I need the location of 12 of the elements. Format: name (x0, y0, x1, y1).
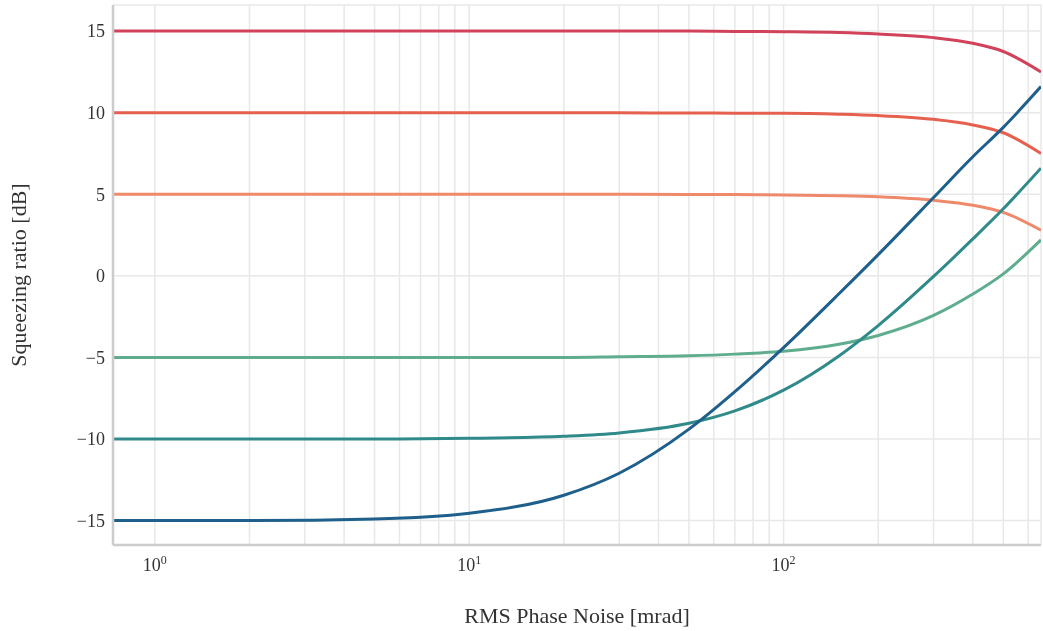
y-tick-label: −15 (76, 510, 105, 531)
y-tick-label: 10 (87, 103, 105, 124)
x-tick-label: 10$^{2}$ (771, 553, 796, 575)
y-tick-label: 15 (87, 21, 105, 42)
y-tick-label: 5 (96, 184, 105, 205)
x-tick-label: 10$^{1}$ (457, 553, 482, 575)
x-axis-title: RMS Phase Noise [mrad] (464, 603, 690, 628)
y-tick-label: 0 (96, 266, 105, 287)
y-axis-title: Squeezing ratio [dB] (5, 183, 31, 367)
x-tick-label: 10$^{0}$ (142, 553, 167, 575)
y-tick-label: −5 (85, 347, 105, 368)
y-tick-label: −10 (76, 429, 105, 450)
